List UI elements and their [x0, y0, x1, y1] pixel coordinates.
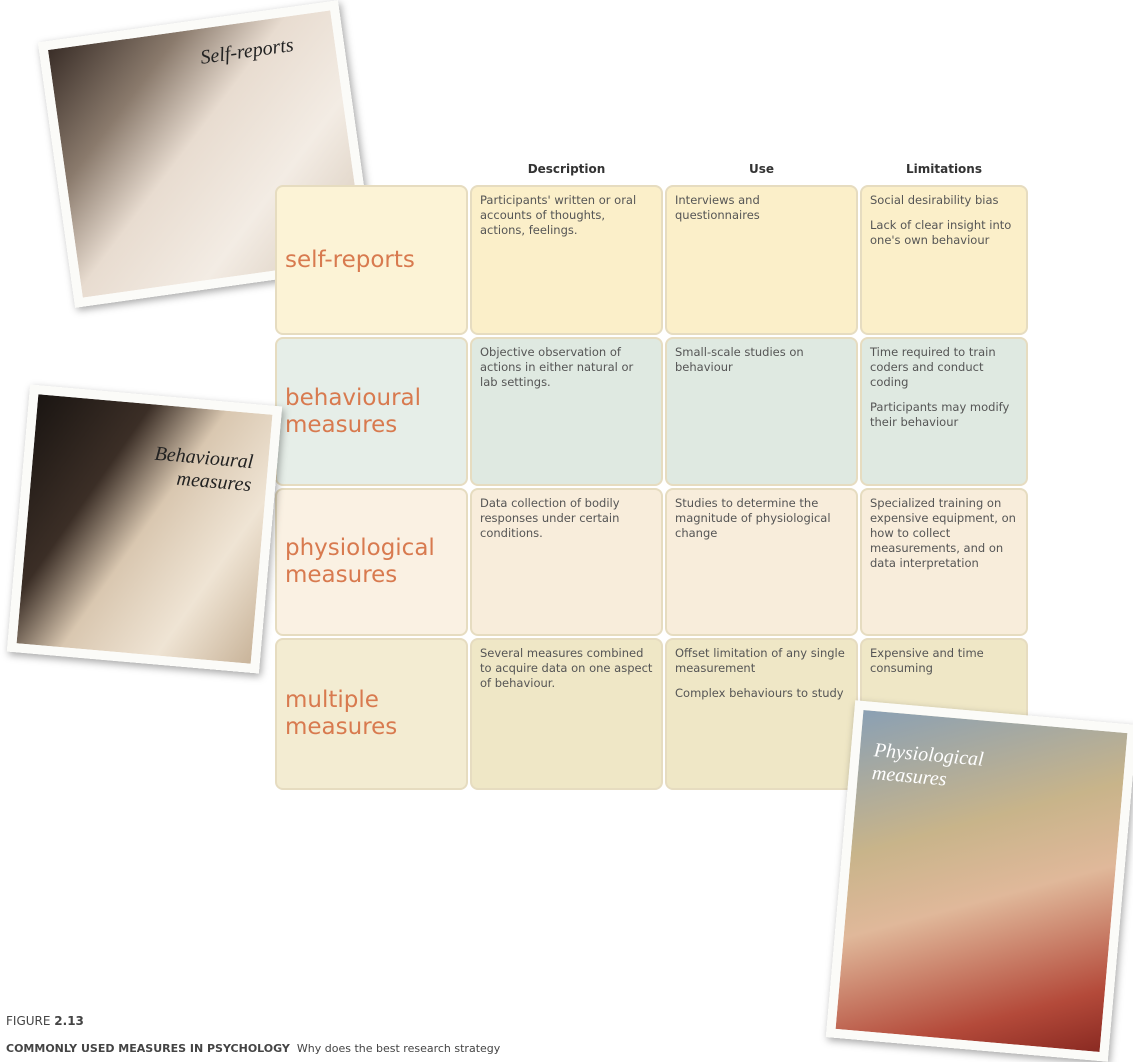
photo-behavioural: Behavioural measures	[6, 384, 283, 674]
photo-label: Self-reports	[199, 33, 295, 69]
table-cell: Data collection of bodily responses unde…	[470, 488, 663, 636]
column-header: Use	[748, 162, 775, 176]
caption: COMMONLY USED MEASURES IN PSYCHOLOGY Why…	[6, 1042, 500, 1055]
row-label: self-reports	[275, 185, 468, 335]
cell-text: Social desirability bias	[870, 193, 999, 207]
figure-number: 2.13	[54, 1014, 84, 1028]
figure-word: FIGURE	[6, 1014, 51, 1028]
cell-text: Studies to determine the magnitude of ph…	[675, 496, 831, 540]
table-cell: Time required to train coders and conduc…	[860, 337, 1028, 486]
cell-text: Lack of clear insight into one's own beh…	[870, 218, 1012, 247]
cell-text: Time required to train coders and conduc…	[870, 345, 996, 389]
table-cell: Small-scale studies on behaviour	[665, 337, 858, 486]
table-cell: Studies to determine the magnitude of ph…	[665, 488, 858, 636]
row-label: multiple measures	[275, 638, 468, 790]
cell-text: Participants' written or oral accounts o…	[480, 193, 637, 237]
cell-text: Small-scale studies on behaviour	[675, 345, 804, 374]
table-cell: Objective observation of actions in eith…	[470, 337, 663, 486]
cell-text: Specialized training on expensive equipm…	[870, 496, 1016, 570]
cell-text: Complex behaviours to study	[675, 686, 844, 700]
cell-text: Participants may modify their behaviour	[870, 400, 1010, 429]
cell-text: Data collection of bodily responses unde…	[480, 496, 620, 540]
cell-text: Objective observation of actions in eith…	[480, 345, 634, 389]
caption-text: Why does the best research strategy	[296, 1042, 501, 1055]
photo-label: Behavioural measures	[153, 442, 255, 497]
cell-text: Several measures combined to acquire dat…	[480, 646, 653, 690]
caption-title: COMMONLY USED MEASURES IN PSYCHOLOGY	[6, 1042, 290, 1055]
table-cell: Participants' written or oral accounts o…	[470, 185, 663, 335]
row-label: behavioural measures	[275, 337, 468, 486]
column-header: Limitations	[906, 162, 982, 176]
cell-text: Offset limitation of any single measurem…	[675, 646, 845, 675]
column-header: Description	[527, 162, 606, 176]
table-cell: Several measures combined to acquire dat…	[470, 638, 663, 790]
photo-label: Physiological measures	[871, 739, 985, 791]
table-cell: Specialized training on expensive equipm…	[860, 488, 1028, 636]
figure-label: FIGURE 2.13	[6, 1014, 84, 1028]
photo-physiological: Physiological measures	[825, 700, 1133, 1062]
table-cell: Interviews and questionnaires	[665, 185, 858, 335]
table-cell: Social desirability bias Lack of clear in…	[860, 185, 1028, 335]
cell-text: Expensive and time consuming	[870, 646, 984, 675]
table-cell: Offset limitation of any single measurem…	[665, 638, 858, 790]
row-label: physiological measures	[275, 488, 468, 636]
cell-text: Interviews and questionnaires	[675, 193, 760, 222]
